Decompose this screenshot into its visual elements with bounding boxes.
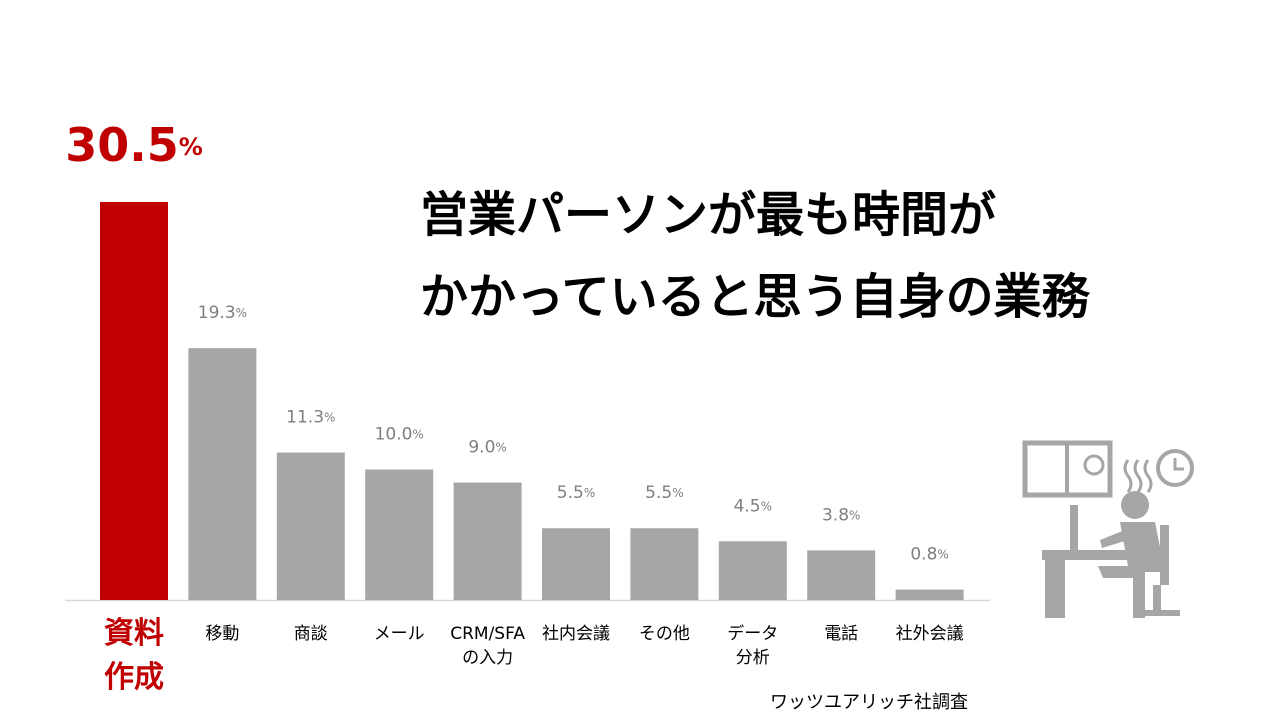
bar [895,589,964,600]
bar [542,528,610,600]
x-tick-label: メール [374,624,425,644]
value-label: 3.8% [822,505,860,525]
chart-title: 営業パーソンが最も時間がかかっていると思う自身の業務 [420,187,1091,325]
bar [365,469,434,600]
bar [188,348,257,600]
x-tick-label: 社外会議 [896,624,964,644]
value-label: 5.5% [645,483,683,503]
x-tick-label: 社内会議 [542,624,610,644]
value-label: 9.0% [468,438,506,458]
bar [100,202,168,600]
value-label: 10.0% [375,425,424,445]
bar [453,482,522,600]
bar [276,452,345,600]
source-note: ワッツユアリッチ社調査 [770,692,968,713]
x-tick-label: 資料作成 [104,616,164,695]
value-label: 0.8% [910,545,948,565]
x-tick-label: データ分析 [727,623,778,668]
x-tick-label: 電話 [824,624,858,644]
worker-icon [1022,440,1194,618]
x-tick-label: 移動 [205,624,239,644]
value-label: 4.5% [734,496,772,516]
x-tick-label: 商談 [294,624,328,644]
value-label: 19.3% [198,303,247,323]
bar [718,541,787,600]
x-tick-label: その他 [639,624,690,644]
bar [630,528,699,600]
value-label: 30.5% [65,118,203,172]
x-tick-label: CRM/SFA の入力 [450,624,525,668]
value-label: 11.3% [286,408,335,428]
bar [807,550,876,600]
value-label: 5.5% [557,483,595,503]
